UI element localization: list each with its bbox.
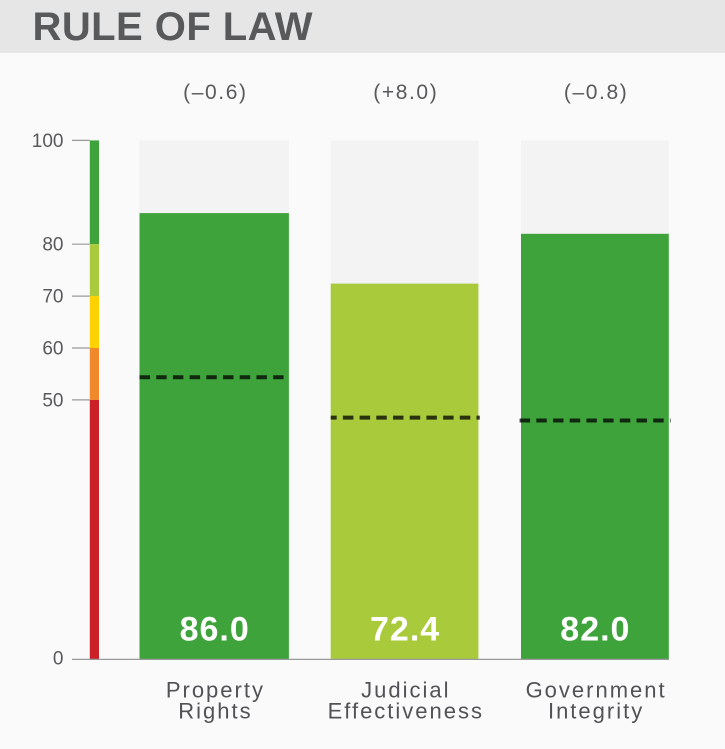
svg-text:(+8.0): (+8.0) <box>373 81 438 104</box>
svg-text:50: 50 <box>42 390 63 411</box>
svg-text:60: 60 <box>42 339 63 360</box>
svg-text:Effectiveness: Effectiveness <box>328 699 484 724</box>
svg-text:Property: Property <box>166 678 265 703</box>
svg-text:72.4: 72.4 <box>370 611 440 649</box>
svg-text:82.0: 82.0 <box>560 611 630 649</box>
svg-text:RULE OF LAW: RULE OF LAW <box>33 5 313 49</box>
svg-text:80: 80 <box>42 235 63 256</box>
svg-text:100: 100 <box>32 131 64 152</box>
svg-text:0: 0 <box>53 649 64 670</box>
svg-text:Integrity: Integrity <box>548 699 644 724</box>
svg-text:Rights: Rights <box>178 699 252 724</box>
svg-text:Judicial: Judicial <box>361 678 450 703</box>
svg-text:(–0.8): (–0.8) <box>564 81 628 104</box>
svg-text:70: 70 <box>42 287 63 308</box>
svg-text:86.0: 86.0 <box>180 611 250 649</box>
svg-text:(–0.6): (–0.6) <box>183 81 247 104</box>
svg-text:Government: Government <box>526 678 667 703</box>
